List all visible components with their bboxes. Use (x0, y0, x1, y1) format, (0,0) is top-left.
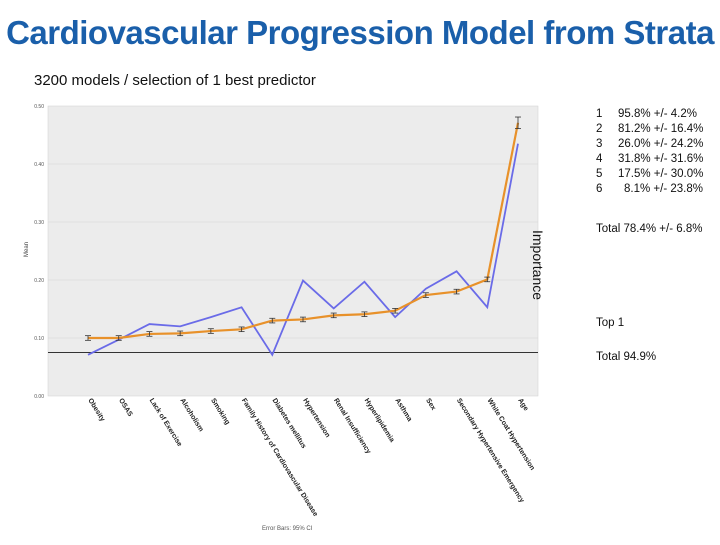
top-label: Top 1 (596, 317, 625, 329)
subtitle: 3200 models / selection of 1 best predic… (34, 72, 316, 89)
series-line-comparison (87, 143, 519, 357)
stat-rank: 5 (596, 168, 603, 180)
stat-rank: 6 (596, 183, 603, 195)
stat-row: 4 31.8% +/- 31.6% (596, 152, 703, 167)
stat-value: 81.2% +/- 16.4% (618, 123, 704, 135)
stat-rank: 4 (596, 153, 603, 165)
y-tick-label: 0.00 (34, 394, 44, 400)
stat-value: 17.5% +/- 30.0% (618, 168, 704, 180)
y-tick-label: 0.20 (34, 278, 44, 284)
slide-title: Cardiovascular Progression Model from St… (6, 14, 714, 51)
y-tick-label: 0.10 (34, 336, 44, 342)
stat-row: 5 17.5% +/- 30.0% (596, 167, 703, 182)
stat-rank: 1 (596, 108, 603, 120)
y-tick-label: 0.40 (34, 162, 44, 168)
stat-value: 26.0% +/- 24.2% (618, 138, 704, 150)
stat-rank: 2 (596, 123, 603, 135)
stats-list: 1 95.8% +/- 4.2% 2 81.2% +/- 16.4% 3 26.0% … (596, 107, 703, 197)
line-chart: 0.000.100.200.300.400.50 Obesity OSAS Lack… (8, 96, 539, 540)
plot-area (47, 105, 539, 397)
stat-value: 31.8% +/- 31.6% (618, 153, 704, 165)
chart-container: 0.00 0.10 0.20 0.30 0.40 0.50 Obesity OSAS Lack… (0, 96, 590, 540)
total-top-model: Total 94.9% (596, 351, 657, 363)
y-axis-label: Mean (24, 242, 30, 257)
total-all-models: Total 78.4% +/- 6.8% (596, 223, 703, 235)
stat-value: 8.1% +/- 23.8% (624, 183, 703, 195)
y-tick-label: 0.50 (34, 104, 44, 110)
stat-row: 6 8.1% +/- 23.8% (596, 182, 703, 197)
chart-footnote: Error Bars: 95% CI (262, 526, 313, 532)
stat-row: 3 26.0% +/- 24.2% (596, 137, 703, 152)
stat-row: 2 81.2% +/- 16.4% (596, 122, 703, 137)
stat-value: 95.8% +/- 4.2% (618, 108, 697, 120)
importance-label: Importance (530, 230, 546, 301)
stat-row: 1 95.8% +/- 4.2% (596, 107, 703, 122)
stat-rank: 3 (596, 138, 603, 150)
y-tick-label: 0.30 (34, 220, 44, 226)
